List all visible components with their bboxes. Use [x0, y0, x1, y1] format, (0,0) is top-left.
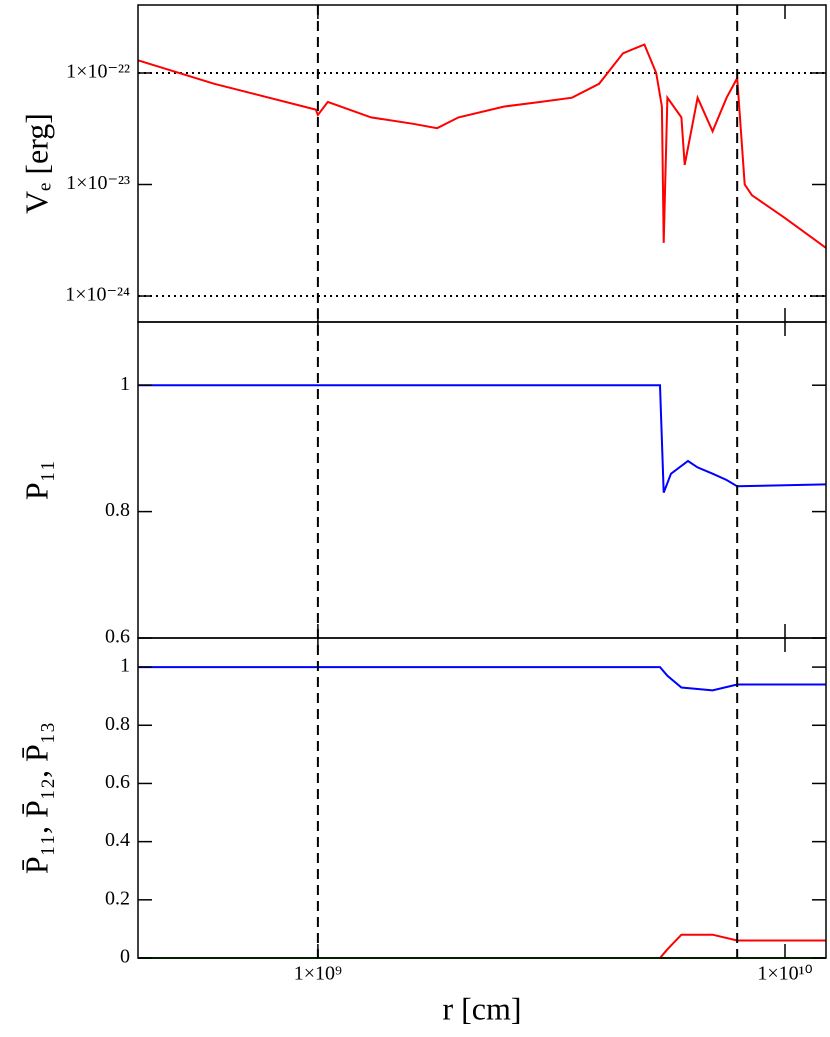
- y-axis-label: P̄₁₁, P̄₁₂, P̄₁₃: [18, 722, 54, 874]
- y-axis-label: Vₑ [erg]: [18, 113, 54, 214]
- y-tick-label: 0: [120, 946, 130, 968]
- x-tick-label: 1×10¹⁰: [757, 963, 812, 985]
- panel-frame: [137, 321, 827, 639]
- y-tick-label: 1×10⁻²³: [66, 172, 130, 194]
- y-tick-label: 0.2: [105, 887, 130, 909]
- y-tick-label: 0.6: [105, 771, 130, 793]
- y-tick-label: 1×10⁻²²: [66, 61, 130, 83]
- y-tick-label: 1: [120, 655, 130, 677]
- y-tick-label: 1×10⁻²⁴: [65, 284, 130, 306]
- x-tick-label: 1×10⁹: [294, 963, 342, 985]
- panel-frame: [137, 637, 827, 959]
- y-tick-label: 0.6: [105, 626, 130, 648]
- y-tick-label: 1: [120, 373, 130, 395]
- data-line: [138, 384, 827, 493]
- y-axis-label: P₁₁: [18, 460, 54, 500]
- x-axis-label: r [cm]: [442, 990, 521, 1026]
- y-tick-label: 0.8: [105, 499, 130, 521]
- y-tick-label: 0.4: [105, 829, 130, 851]
- panel-frame: [137, 4, 827, 323]
- data-line: [138, 933, 826, 959]
- data-line: [137, 43, 827, 249]
- data-line: [138, 666, 826, 692]
- y-tick-label: 0.8: [105, 713, 130, 735]
